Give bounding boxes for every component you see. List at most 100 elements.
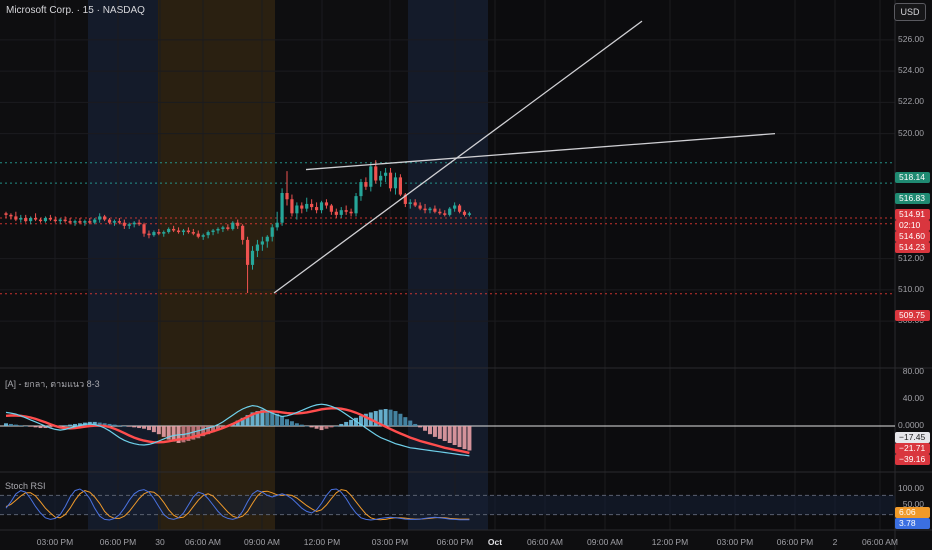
macd-histogram-bar [4,423,8,426]
macd-histogram-bar [23,426,28,427]
candle-body [98,216,102,220]
macd-histogram-bar [260,409,265,426]
macd-histogram-bar [467,426,472,451]
macd-histogram-bar [171,426,176,442]
macd-histogram-bar [265,410,270,426]
macd-histogram-bar [13,424,18,426]
macd-histogram-bar [398,413,403,426]
candle-body [305,203,309,209]
macd-axis-label: 40.00 [902,393,924,403]
macd-histogram-bar [68,424,73,426]
time-axis-label: 12:00 PM [651,537,689,547]
price-badge: 509.75 [895,310,930,321]
macd-histogram-bar [314,426,319,429]
time-axis-label: 06:00 PM [436,537,474,547]
trend-line-resistance [305,132,776,171]
price-axis-label: 524.00 [898,65,924,76]
candle-body [359,182,363,197]
candle-body [379,175,383,181]
macd-histogram-bar [393,411,398,426]
candle-body [226,227,230,229]
macd-histogram-bar [33,426,38,428]
macd-histogram-bar [255,411,260,426]
time-axis-label: 06:00 AM [527,537,563,547]
macd-histogram-bar [299,424,304,426]
candle-body [122,222,126,226]
candle-body [255,244,260,251]
stoch-k-line [5,488,470,521]
future-area [488,0,895,530]
macd-histogram-bar [309,426,314,428]
candle-body [167,228,171,233]
macd-histogram-bar [156,426,161,435]
price-badge: 518.14 [895,172,930,183]
candle-body [53,219,57,222]
candle-body [211,230,215,233]
macd-histogram-bar [452,426,457,446]
currency-button[interactable]: USD [894,3,926,21]
candle-body [137,222,141,225]
macd-histogram-bar [196,426,201,439]
macd-histogram-bar [285,419,290,426]
candle-body [339,210,343,215]
candle-body [186,230,191,233]
macd-histogram-bar [324,426,329,429]
macd-histogram-bar [63,425,68,426]
macd-histogram-bar [77,423,82,426]
candle-body [290,199,294,214]
macd-line [5,403,470,457]
macd-histogram-bar [304,426,309,427]
macd-histogram-bar [127,426,132,427]
macd-histogram-bar [294,423,299,426]
macd-histogram-bar [102,423,107,426]
candle-body [403,194,407,204]
candle-body [157,232,161,234]
macd-histogram-bar [117,425,122,426]
macd-histogram-bar [18,425,23,426]
candle-body [241,225,245,240]
macd-histogram-bar [92,421,97,426]
macd-histogram-bar [413,423,418,426]
macd-histogram-bar [122,426,127,427]
macd-value-badge: −21.71 [895,443,930,454]
macd-histogram-bar [378,409,383,426]
macd-histogram-bar [388,409,393,426]
macd-histogram-bar [280,416,285,426]
candle-body [63,219,67,222]
candle-body [33,218,38,220]
macd-histogram-bar [270,411,275,426]
macd-histogram-bar [142,426,147,429]
macd-histogram-bar [250,412,255,426]
candle-body [453,205,457,209]
stoch-rsi-label: Stoch RSI [5,481,46,491]
time-axis-label: 06:00 PM [776,537,814,547]
stoch-value-badge: 6.06 [895,507,930,518]
candle-body [285,193,289,200]
macd-value-badge: −17.45 [895,432,930,443]
candle-body [349,211,353,214]
macd-histogram-bar [462,426,467,450]
session-band [88,0,158,530]
time-axis-label: 06:00 AM [185,537,221,547]
macd-histogram-bar [235,420,240,426]
time-axis-label: 30 [155,537,165,547]
macd-histogram-bar [427,426,432,435]
macd-histogram-bar [146,426,151,431]
macd-pane-label: [A] - ยกลา, ตามแนว 8-3 [5,379,100,389]
macd-histogram-bar [437,426,442,439]
candle-body [265,236,269,242]
macd-histogram-bar [442,426,447,441]
candle-body [275,222,279,228]
time-axis-label: 03:00 PM [716,537,754,547]
macd-histogram-bar [73,423,78,426]
candle-body [428,208,432,211]
candle-body [310,203,314,208]
macd-histogram-bar [161,426,166,437]
macd-histogram-bar [107,423,112,426]
price-badge: 516.83 [895,193,930,204]
candle-body [438,211,442,214]
candle-body [231,222,235,229]
session-band [408,0,488,530]
macd-histogram-bar [48,426,53,428]
